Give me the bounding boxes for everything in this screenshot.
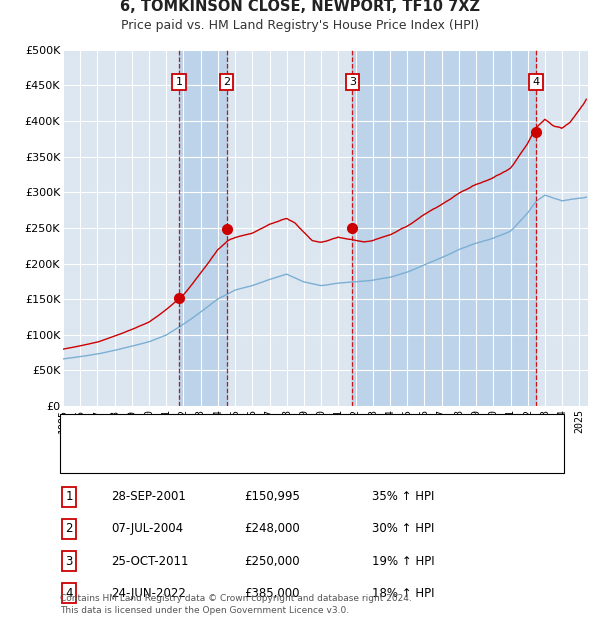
- Text: 1: 1: [176, 77, 182, 87]
- Text: £150,995: £150,995: [244, 490, 300, 503]
- Text: 30% ↑ HPI: 30% ↑ HPI: [372, 523, 434, 535]
- Text: Contains HM Land Registry data © Crown copyright and database right 2024.
This d: Contains HM Land Registry data © Crown c…: [60, 594, 412, 615]
- Text: Price paid vs. HM Land Registry's House Price Index (HPI): Price paid vs. HM Land Registry's House …: [121, 19, 479, 32]
- Text: 1: 1: [65, 490, 73, 503]
- Bar: [179, 50, 227, 406]
- Text: 35% ↑ HPI: 35% ↑ HPI: [372, 490, 434, 503]
- Text: 28-SEP-2001: 28-SEP-2001: [111, 490, 186, 503]
- Text: 24-JUN-2022: 24-JUN-2022: [111, 587, 186, 600]
- Text: £248,000: £248,000: [244, 523, 300, 535]
- Text: 4: 4: [65, 587, 73, 600]
- Text: 25-OCT-2011: 25-OCT-2011: [111, 555, 188, 567]
- Text: £250,000: £250,000: [244, 555, 300, 567]
- Text: HPI: Average price, detached house, Telford and Wrekin: HPI: Average price, detached house, Telf…: [109, 451, 413, 461]
- Bar: [352, 50, 536, 406]
- Text: 2: 2: [223, 77, 230, 87]
- Text: 3: 3: [349, 77, 356, 87]
- Text: 3: 3: [65, 555, 73, 567]
- Text: 19% ↑ HPI: 19% ↑ HPI: [372, 555, 434, 567]
- Text: 4: 4: [532, 77, 539, 87]
- Text: 07-JUL-2004: 07-JUL-2004: [111, 523, 183, 535]
- Text: 2: 2: [65, 523, 73, 535]
- Text: 18% ↑ HPI: 18% ↑ HPI: [372, 587, 434, 600]
- Text: 6, TOMKINSON CLOSE, NEWPORT, TF10 7XZ: 6, TOMKINSON CLOSE, NEWPORT, TF10 7XZ: [120, 0, 480, 14]
- Text: £385,000: £385,000: [245, 587, 300, 600]
- Text: 6, TOMKINSON CLOSE, NEWPORT, TF10 7XZ (detached house): 6, TOMKINSON CLOSE, NEWPORT, TF10 7XZ (d…: [109, 427, 449, 437]
